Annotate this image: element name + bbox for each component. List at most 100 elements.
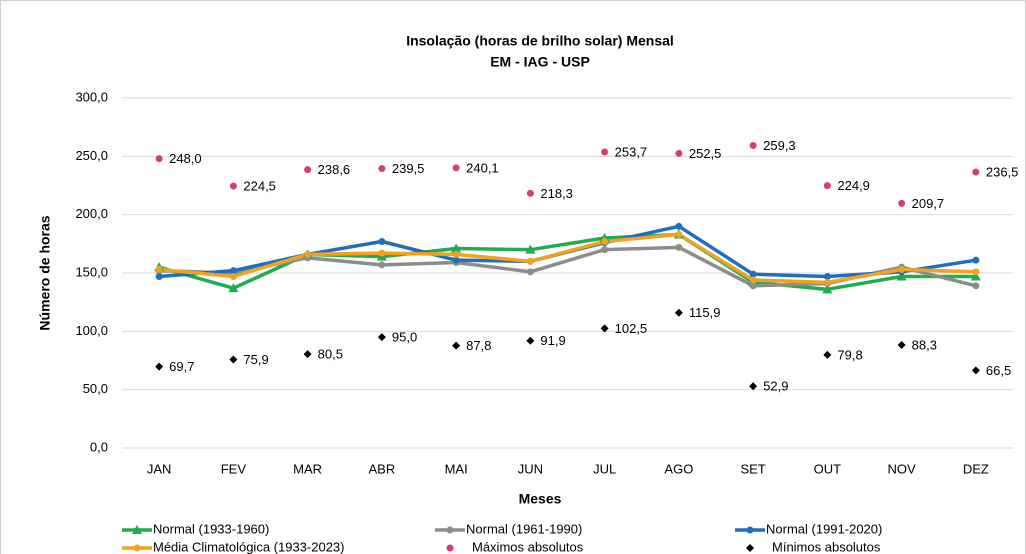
legend-marker bbox=[746, 544, 754, 552]
data-point bbox=[601, 148, 609, 156]
data-point bbox=[304, 166, 312, 174]
legend-label: Mínimos absolutos bbox=[772, 539, 881, 554]
x-tick-label: ABR bbox=[369, 461, 396, 476]
chart-title: Insolação (horas de brilho solar) Mensal bbox=[406, 33, 674, 49]
x-tick-label: FEV bbox=[221, 461, 247, 476]
x-tick-label: NOV bbox=[888, 461, 917, 476]
legend-label: Máximos absolutos bbox=[472, 539, 584, 554]
data-label: 224,5 bbox=[243, 179, 276, 194]
data-label: 238,6 bbox=[318, 162, 351, 177]
data-label: 102,5 bbox=[615, 321, 648, 336]
data-point bbox=[377, 333, 386, 342]
data-point bbox=[749, 276, 757, 284]
data-point bbox=[971, 366, 980, 375]
data-point bbox=[972, 268, 980, 276]
data-point bbox=[822, 284, 833, 294]
data-point bbox=[823, 350, 832, 359]
legend-marker bbox=[446, 526, 454, 534]
x-tick-label: JUN bbox=[518, 461, 543, 476]
data-point bbox=[749, 382, 758, 391]
legend-marker bbox=[133, 544, 141, 552]
data-point bbox=[972, 256, 980, 264]
data-point bbox=[303, 350, 312, 359]
data-label: 240,1 bbox=[466, 160, 499, 175]
data-label: 91,9 bbox=[540, 333, 565, 348]
data-label: 236,5 bbox=[986, 165, 1019, 180]
x-tick-label: DEZ bbox=[963, 461, 989, 476]
y-tick-label: 50,0 bbox=[83, 381, 108, 396]
data-point bbox=[526, 268, 534, 276]
data-point bbox=[378, 249, 386, 257]
data-point bbox=[972, 168, 980, 176]
data-point bbox=[526, 257, 534, 265]
data-point bbox=[601, 246, 609, 254]
x-tick-label: JAN bbox=[147, 461, 172, 476]
data-point bbox=[823, 182, 831, 190]
data-point bbox=[155, 362, 164, 371]
data-label: 115,9 bbox=[689, 305, 721, 320]
data-point bbox=[378, 261, 386, 269]
y-tick-label: 250,0 bbox=[75, 148, 108, 163]
data-label: 88,3 bbox=[912, 337, 937, 352]
legend-marker bbox=[446, 544, 454, 552]
data-point bbox=[526, 336, 535, 345]
data-point bbox=[526, 189, 534, 197]
data-point bbox=[229, 273, 237, 280]
data-point bbox=[972, 282, 980, 290]
data-point bbox=[378, 165, 386, 173]
data-point bbox=[229, 355, 238, 364]
x-tick-label: OUT bbox=[814, 461, 842, 476]
legend-label: Normal (1991-2020) bbox=[766, 521, 882, 536]
data-point bbox=[378, 238, 386, 245]
data-point bbox=[749, 282, 757, 290]
data-point bbox=[304, 250, 312, 258]
data-point bbox=[601, 238, 609, 245]
data-point bbox=[823, 273, 831, 280]
data-point bbox=[749, 270, 757, 278]
data-label: 75,9 bbox=[243, 352, 268, 367]
y-tick-label: 0,0 bbox=[90, 439, 108, 454]
data-label: 224,9 bbox=[837, 178, 870, 193]
y-tick-label: 200,0 bbox=[75, 206, 108, 221]
data-label: 218,3 bbox=[540, 186, 573, 201]
data-point bbox=[155, 155, 163, 163]
data-label: 87,8 bbox=[466, 338, 491, 353]
data-point bbox=[600, 324, 609, 333]
data-point bbox=[229, 182, 237, 190]
data-point bbox=[229, 267, 237, 275]
data-label: 80,5 bbox=[318, 347, 343, 362]
y-tick-label: 150,0 bbox=[75, 264, 108, 279]
data-point bbox=[675, 243, 683, 251]
data-point bbox=[452, 250, 460, 258]
data-point bbox=[452, 341, 461, 350]
data-point bbox=[749, 141, 757, 149]
data-point bbox=[452, 164, 460, 172]
data-point bbox=[675, 222, 683, 230]
legend-marker bbox=[746, 526, 754, 534]
y-tick-label: 300,0 bbox=[75, 89, 108, 104]
data-point bbox=[898, 266, 906, 273]
data-point bbox=[675, 149, 683, 157]
x-tick-label: SET bbox=[740, 461, 765, 476]
data-point bbox=[452, 256, 460, 264]
data-label: 66,5 bbox=[986, 363, 1011, 378]
x-tick-label: JUL bbox=[593, 461, 616, 476]
chart-subtitle: EM - IAG - USP bbox=[490, 54, 590, 70]
data-label: 248,0 bbox=[169, 151, 202, 166]
legend-label: Normal (1961-1990) bbox=[466, 521, 582, 536]
data-label: 79,8 bbox=[837, 347, 862, 362]
data-label: 95,0 bbox=[392, 330, 417, 345]
legend-marker bbox=[132, 525, 142, 534]
x-axis-title: Meses bbox=[519, 491, 562, 507]
y-axis-title: Número de horas bbox=[37, 215, 53, 330]
data-label: 239,5 bbox=[392, 161, 425, 176]
data-point bbox=[228, 283, 239, 293]
x-tick-label: MAI bbox=[445, 461, 468, 476]
data-point bbox=[898, 199, 906, 207]
data-label: 209,7 bbox=[912, 196, 945, 211]
data-point bbox=[675, 231, 683, 238]
data-label: 52,9 bbox=[763, 379, 788, 394]
data-point bbox=[525, 244, 536, 254]
series-line bbox=[158, 232, 976, 285]
